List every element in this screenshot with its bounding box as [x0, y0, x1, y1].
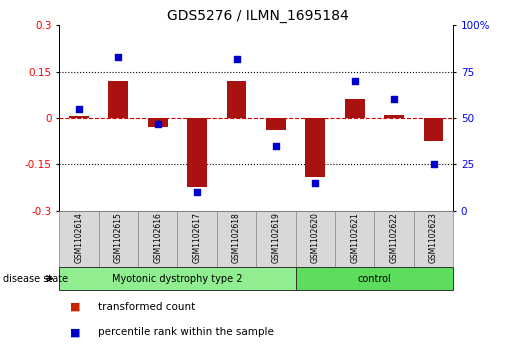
Bar	[148, 118, 167, 127]
Text: GSM1102623: GSM1102623	[429, 212, 438, 263]
Bar	[414, 211, 453, 267]
Text: GSM1102621: GSM1102621	[350, 212, 359, 263]
Bar	[345, 99, 365, 118]
Bar	[266, 118, 286, 130]
Text: GSM1102618: GSM1102618	[232, 212, 241, 263]
Bar	[217, 211, 256, 267]
Point	[75, 106, 83, 112]
Bar	[227, 81, 246, 118]
Text: GSM1102620: GSM1102620	[311, 212, 320, 263]
Bar	[384, 115, 404, 118]
Point	[153, 121, 162, 126]
Bar	[424, 118, 443, 141]
Bar	[109, 81, 128, 118]
Point	[272, 143, 280, 149]
Point	[430, 161, 438, 167]
Text: GSM1102617: GSM1102617	[193, 212, 201, 263]
Bar	[256, 211, 296, 267]
Text: GDS5276 / ILMN_1695184: GDS5276 / ILMN_1695184	[167, 9, 348, 23]
Text: percentile rank within the sample: percentile rank within the sample	[98, 327, 274, 337]
Bar	[335, 211, 374, 267]
Point	[311, 180, 319, 186]
Bar	[374, 211, 414, 267]
Text: transformed count: transformed count	[98, 302, 195, 312]
Text: GSM1102614: GSM1102614	[75, 212, 83, 263]
Text: ■: ■	[70, 327, 80, 337]
Text: GSM1102615: GSM1102615	[114, 212, 123, 263]
Bar	[187, 118, 207, 187]
Bar	[99, 211, 138, 267]
Bar	[59, 211, 99, 267]
Bar	[296, 267, 453, 290]
Bar	[69, 117, 89, 118]
Bar	[59, 267, 296, 290]
Point	[114, 54, 123, 60]
Bar	[177, 211, 217, 267]
Point	[232, 56, 241, 62]
Text: Myotonic dystrophy type 2: Myotonic dystrophy type 2	[112, 274, 243, 284]
Text: GSM1102616: GSM1102616	[153, 212, 162, 263]
Point	[390, 97, 398, 102]
Point	[351, 78, 359, 84]
Text: control: control	[357, 274, 391, 284]
Bar	[138, 211, 177, 267]
Text: disease state: disease state	[3, 274, 67, 284]
Bar	[305, 118, 325, 177]
Point	[193, 189, 201, 195]
Bar	[296, 211, 335, 267]
Text: ■: ■	[70, 302, 80, 312]
Text: GSM1102622: GSM1102622	[390, 212, 399, 263]
Text: GSM1102619: GSM1102619	[271, 212, 280, 263]
